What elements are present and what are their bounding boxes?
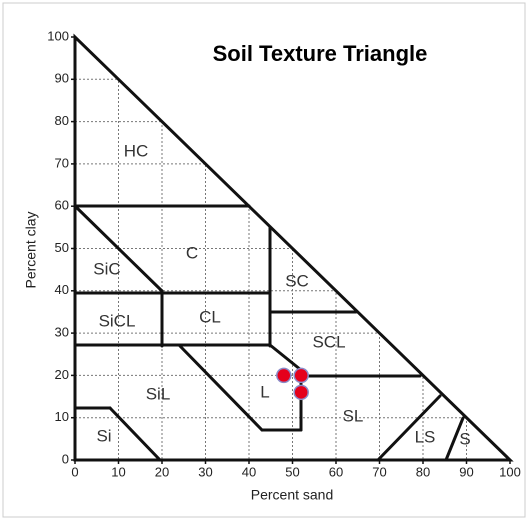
y-tick-label: 20	[55, 367, 69, 382]
x-tick-label: 20	[155, 464, 169, 479]
x-tick-label: 60	[329, 464, 343, 479]
y-tick-label: 50	[55, 240, 69, 255]
region-label: HC	[124, 141, 149, 160]
region-label: SiC	[93, 259, 120, 278]
y-tick-label: 100	[47, 28, 69, 43]
region-label: SC	[285, 271, 309, 290]
y-tick-label: 90	[55, 71, 69, 86]
frame	[2, 2, 526, 518]
point	[293, 384, 309, 401]
region-label: S	[459, 429, 470, 448]
y-axis-label: Percent clay	[23, 211, 39, 288]
region-boundaries	[73, 33, 514, 462]
region-label: SCL	[312, 332, 345, 351]
boundary	[444, 416, 465, 462]
y-tick-label: 0	[62, 451, 69, 466]
y-tick-label: 10	[55, 409, 69, 424]
y-tick-label: 80	[55, 113, 69, 128]
y-tick-label: 40	[55, 282, 69, 297]
x-tick-label: 10	[111, 464, 125, 479]
x-tick-label: 30	[198, 464, 212, 479]
region-label: Si	[96, 426, 111, 445]
region-label: CL	[199, 307, 221, 326]
region-label: L	[260, 382, 269, 401]
x-tick-label: 90	[459, 464, 473, 479]
boundary	[376, 394, 442, 462]
x-tick-label: 80	[416, 464, 430, 479]
x-tick-label: 100	[499, 464, 521, 479]
x-tick-label: 70	[372, 464, 386, 479]
x-axis-label: Percent sand	[251, 487, 334, 503]
boundary	[268, 343, 303, 372]
y-tick-label: 60	[55, 198, 69, 213]
region-labels: HC C SiC SC SiCL CL SCL SiL L SL Si LS S	[93, 141, 470, 448]
region-label: SiCL	[99, 311, 136, 330]
region-label: SL	[343, 406, 364, 425]
x-tick-label: 40	[242, 464, 256, 479]
x-tick-label: 0	[71, 464, 78, 479]
y-tick-label: 30	[55, 325, 69, 340]
region-label: C	[186, 243, 198, 262]
boundary	[178, 344, 264, 432]
point	[293, 367, 309, 384]
chart-title: Soil Texture Triangle	[213, 41, 428, 66]
point	[276, 367, 292, 384]
region-label: SiL	[146, 384, 171, 403]
x-tick-label: 50	[285, 464, 299, 479]
boundary	[73, 204, 164, 293]
boundary	[108, 406, 162, 462]
y-tick-label: 70	[55, 155, 69, 170]
region-label: LS	[415, 427, 436, 446]
